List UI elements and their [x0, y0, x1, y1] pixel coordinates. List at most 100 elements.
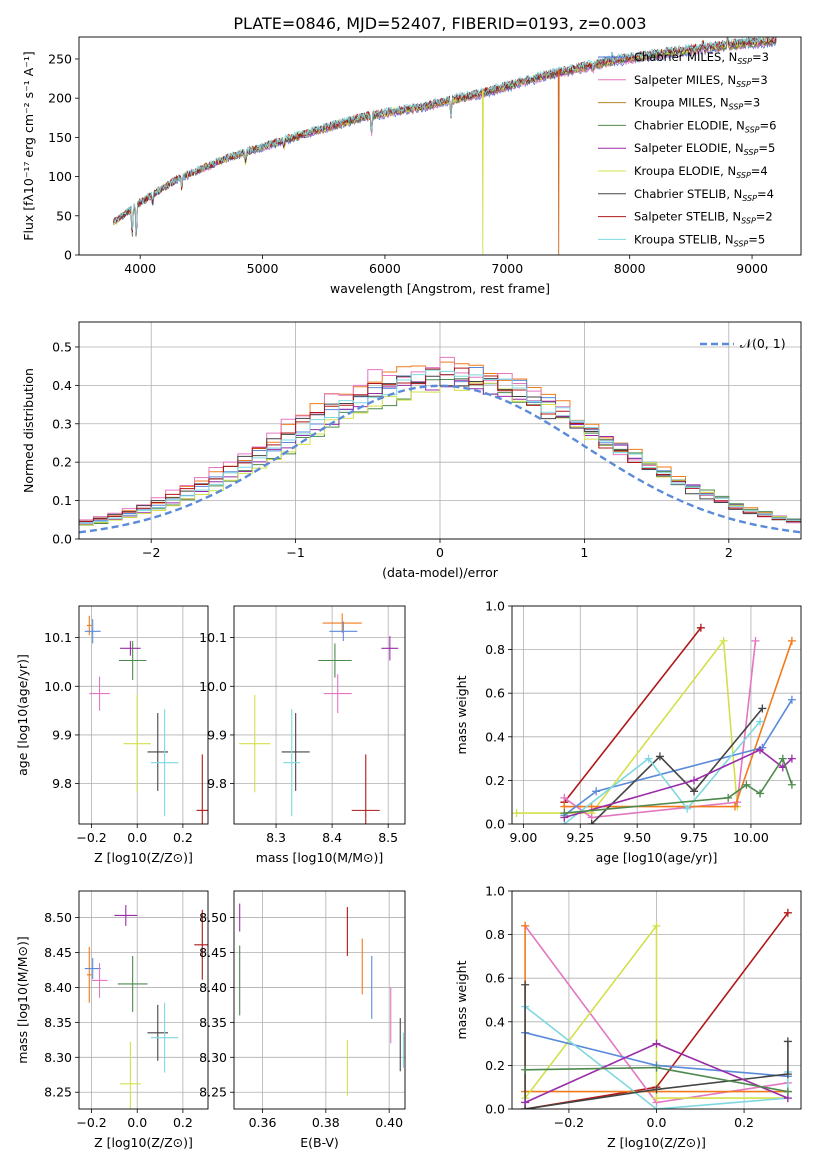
x-tick-label: 10.00: [733, 830, 769, 845]
y-tick-label: 1.0: [485, 599, 505, 614]
y-tick-label: 8.50: [44, 910, 72, 925]
y-axis-label: age [log10(age/yr)]: [15, 654, 30, 776]
legend-label-name: Kroupa STELIB, N: [634, 232, 734, 246]
axes-frame: [78, 321, 802, 540]
y-tick-label: 8.45: [199, 945, 227, 960]
weight-marker: [783, 1070, 792, 1079]
x-tick-label: 0.2: [173, 1115, 193, 1130]
y-tick-label: 9.9: [207, 727, 227, 742]
y-tick-label: 0.6: [485, 686, 505, 701]
x-axis-label: Z [log10(Z/Z⊙)]: [94, 1135, 193, 1150]
y-tick-label: 8.25: [44, 1085, 72, 1100]
legend-label: Salpeter ELODIE, NSSP=5: [634, 141, 775, 157]
y-tick-label: 150: [48, 130, 72, 145]
x-axis-label: (data-model)/error: [382, 565, 499, 580]
y-tick-label: 9.9: [52, 727, 72, 742]
weight-marker: [719, 636, 728, 645]
weight-marker: [512, 809, 521, 818]
weight-marker: [521, 1098, 530, 1107]
legend-label-count: =3: [751, 73, 768, 87]
legend-label-subscript: SSP: [736, 171, 751, 180]
spectrum-line: [112, 38, 777, 235]
x-tick-label: 0.0: [647, 1115, 667, 1130]
weight-line: [524, 923, 788, 1099]
x-tick-label: −0.2: [554, 1115, 584, 1130]
axes-frame: [511, 605, 802, 825]
spectrum-line: [112, 37, 777, 235]
y-axis-label: Flux [fλ10⁻¹⁷ erg cm⁻² s⁻¹ A⁻¹]: [21, 51, 36, 240]
y-tick-label: 250: [48, 51, 72, 66]
y-axis-label: mass weight: [454, 960, 469, 1039]
histogram-step: [79, 367, 801, 522]
x-axis-label: Z [log10(Z/Z⊙)]: [94, 850, 193, 865]
weight-marker: [592, 787, 601, 796]
y-tick-label: 0.3: [52, 416, 72, 431]
axes-frame: [233, 605, 406, 825]
x-tick-label: 6000: [369, 261, 401, 276]
legend-label-name: Chabrier ELODIE, N: [634, 118, 745, 132]
weight-line: [563, 640, 757, 819]
plot-area: [239, 613, 399, 824]
age-vs-metallicity-panel: −0.2 0.0 0.2 9.8 9.9 10.0 10.1 Z [log10(Z/Z⊙)] a…: [15, 605, 209, 865]
y-tick-label: 0: [64, 248, 72, 263]
y-tick-label: 0.8: [485, 927, 505, 942]
weight-line: [563, 720, 761, 824]
axes-frame: [511, 890, 802, 1110]
x-tick-label: −0.2: [76, 830, 106, 845]
y-tick-label: 1.0: [485, 884, 505, 899]
legend-label-name: Chabrier STELIB, N: [634, 187, 742, 201]
weight-marker: [787, 780, 796, 789]
y-tick-label: 0.0: [52, 532, 72, 547]
weight-line: [524, 1005, 789, 1109]
x-tick-label: −1: [286, 545, 304, 560]
spectrum-drop: [557, 69, 560, 255]
x-tick-label: 8.4: [322, 830, 342, 845]
x-tick-label: 0.2: [734, 1115, 754, 1130]
y-tick-label: 0.2: [485, 1058, 505, 1073]
legend-label-subscript: SSP: [745, 125, 760, 134]
x-tick-label: 0: [436, 545, 444, 560]
x-tick-label: 8.3: [266, 830, 286, 845]
y-tick-label: 0.4: [485, 729, 505, 744]
weight-marker: [696, 623, 705, 632]
weight-vs-metallicity-panel: −0.2 0.0 0.2 0.0 0.2 0.4 0.6 0.8 1.0 Z [log10(Z/Z…: [454, 884, 802, 1150]
weight-marker: [690, 776, 699, 785]
legend-marker: [607, 52, 617, 62]
axes-frame: [233, 890, 406, 1110]
legend-label-count: =4: [757, 187, 774, 201]
y-axis-label: mass weight: [454, 675, 469, 754]
spectrum-drop: [481, 90, 484, 255]
figure-title: PLATE=0846, MJD=52407, FIBERID=0193, z=0…: [233, 14, 646, 33]
plot-area: [239, 903, 404, 1096]
legend-label-name: Salpeter STELIB, N: [634, 210, 741, 224]
x-tick-label: −2: [142, 545, 160, 560]
y-tick-label: 0.6: [485, 971, 505, 986]
y-tick-label: 10.0: [44, 679, 72, 694]
axes-frame: [78, 36, 802, 256]
x-tick-label: 8000: [614, 261, 646, 276]
weight-marker: [778, 754, 787, 763]
spectrum-line: [112, 37, 777, 237]
x-axis-label: age [log10(age/yr)]: [596, 850, 718, 865]
weight-marker: [690, 787, 699, 796]
x-tick-label: 9.25: [566, 830, 594, 845]
weight-marker: [683, 804, 692, 813]
weight-marker: [655, 752, 664, 761]
y-tick-label: 0.5: [52, 339, 72, 354]
weight-marker: [652, 1063, 661, 1072]
y-axis-label: Normed distribution: [21, 368, 36, 493]
plot-area: [84, 615, 208, 824]
weight-marker: [652, 921, 661, 930]
legend-label-subscript: SSP: [742, 194, 757, 203]
legend-label-count: =3: [743, 96, 760, 110]
weight-marker: [783, 1087, 792, 1096]
legend-label-count: =6: [760, 118, 777, 132]
x-tick-label: 8.5: [378, 830, 398, 845]
legend-label: Kroupa MILES, NSSP=3: [634, 96, 760, 112]
x-tick-label: 5000: [247, 261, 279, 276]
spectrum-line: [113, 37, 776, 233]
weight-marker: [783, 1037, 792, 1046]
y-tick-label: 200: [48, 91, 72, 106]
weight-marker: [783, 908, 792, 917]
